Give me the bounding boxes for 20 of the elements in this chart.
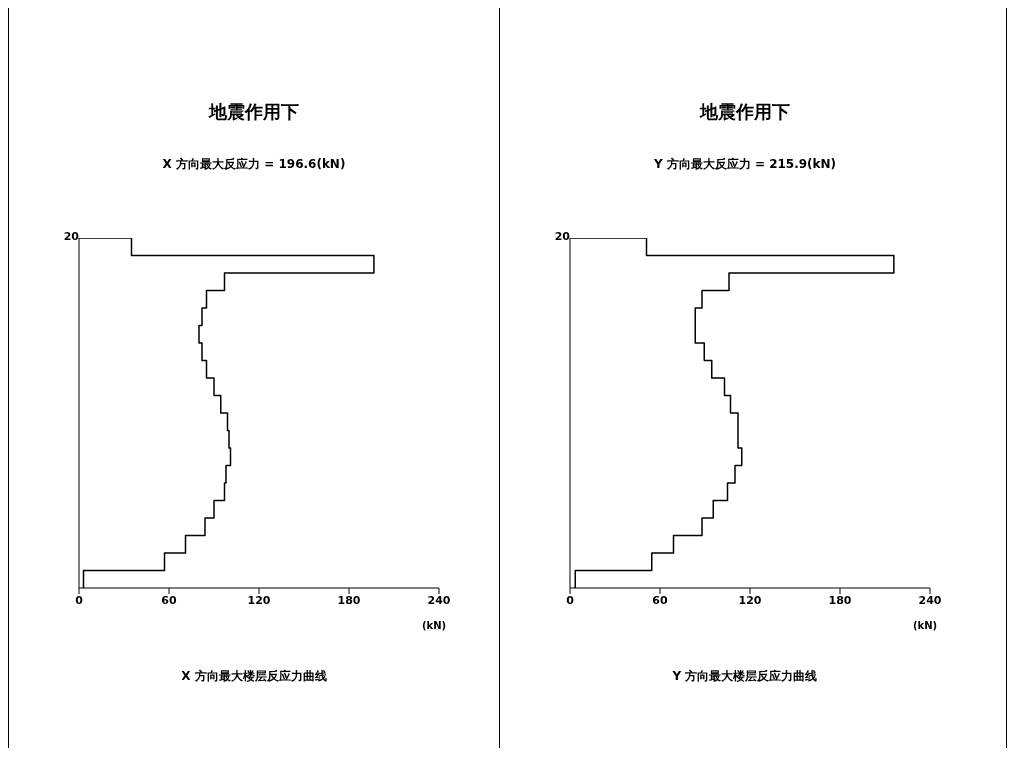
x-axis-title: (kN) [422, 620, 447, 631]
chart-title: 地震作用下 [207, 100, 300, 124]
text: Y 方向最大楼层反应力曲线 [671, 668, 819, 685]
annotation: 20 [62, 230, 79, 243]
annotation: 20 [553, 230, 570, 243]
x-axis-title: (kN) [913, 620, 938, 631]
x-tick-label: 60 [652, 593, 668, 607]
x-tick-label: 180 [337, 593, 361, 607]
x-tick-label: 0 [566, 593, 575, 607]
x-tick-label: 240 [918, 593, 942, 607]
x-tick-label: 180 [828, 593, 852, 607]
x-tick-label: 120 [738, 593, 762, 607]
text: X 方向最大楼层反应力曲线 [180, 668, 328, 685]
chart-subtitle: X 方向最大反应力 = 196.6(kN) [161, 156, 347, 173]
x-tick-label: 120 [247, 593, 271, 607]
x-tick-label: 240 [427, 593, 451, 607]
chart-title: 地震作用下 [698, 100, 791, 124]
x-tick-label: 60 [161, 593, 177, 607]
x-tick-label: 0 [75, 593, 84, 607]
chart-subtitle: Y 方向最大反应力 = 215.9(kN) [652, 156, 838, 173]
